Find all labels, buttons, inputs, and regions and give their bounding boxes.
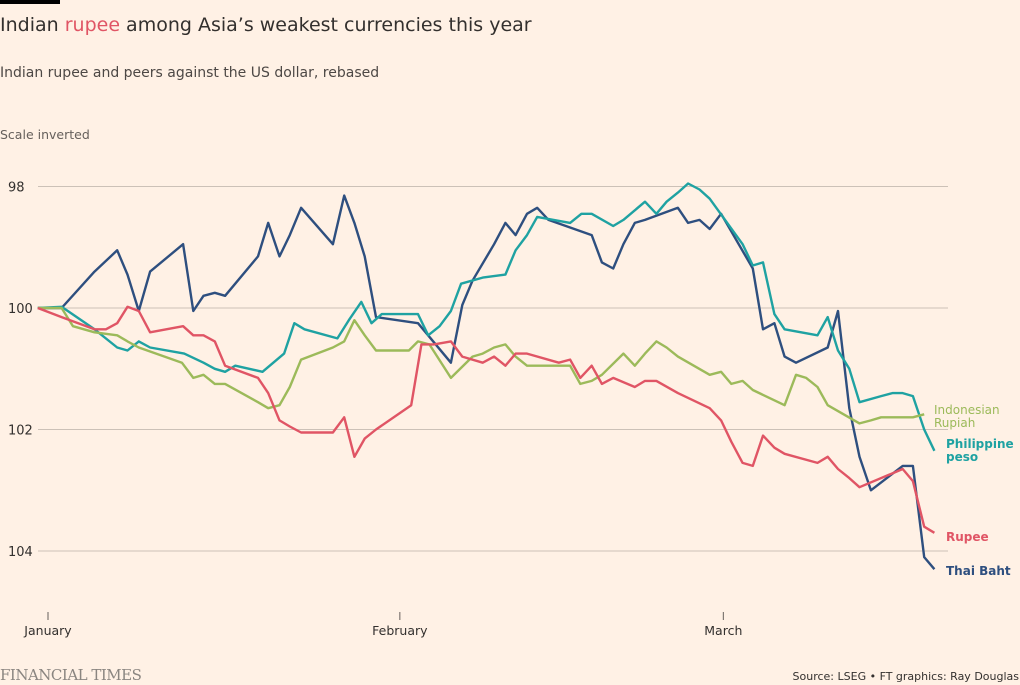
title-text: Indian: [0, 14, 65, 36]
title-highlight: rupee: [64, 14, 121, 36]
x-tick-label: February: [372, 623, 428, 638]
series-label-thai-baht: Thai Baht: [946, 564, 1011, 578]
series-line-indonesian-rupiah: [37, 306, 925, 425]
chart-title: Indian rupee among Asia’s weakest curren…: [0, 14, 532, 36]
y-tick-label: 98: [8, 181, 25, 196]
series-label-philippine-peso: Philippine peso: [946, 437, 1014, 464]
chart-subtitle: Indian rupee and peers against the US do…: [0, 65, 380, 81]
series-line-rupee: [37, 305, 936, 534]
source-note: Source: LSEG • FT graphics: Ray Douglas: [792, 670, 1019, 683]
x-tick-label: January: [23, 623, 72, 638]
ft-top-bar: [0, 0, 60, 4]
title-text-rest: among Asia’s weakest currencies this yea…: [120, 14, 532, 36]
series-label-rupee: Rupee: [946, 530, 989, 544]
series-line-philippine-peso: [37, 182, 936, 452]
x-axis: January February March: [23, 612, 742, 638]
scale-note: Scale inverted: [0, 127, 90, 142]
series-lines: [37, 182, 936, 570]
series-label-indonesian-rupiah: Indonesian Rupiah: [934, 403, 1000, 430]
series-labels: Thai Baht Philippine peso Indonesian Rupiah R…: [934, 403, 1014, 578]
y-tick-label: 102: [8, 424, 33, 439]
x-tick-label: March: [704, 623, 742, 638]
y-tick-label: 104: [8, 545, 33, 560]
series-line-thai-baht: [37, 194, 936, 570]
gridlines: 98 100 102 104: [8, 181, 948, 560]
y-tick-label: 100: [8, 302, 33, 317]
ft-logo: FINANCIAL TIMES: [0, 666, 142, 684]
